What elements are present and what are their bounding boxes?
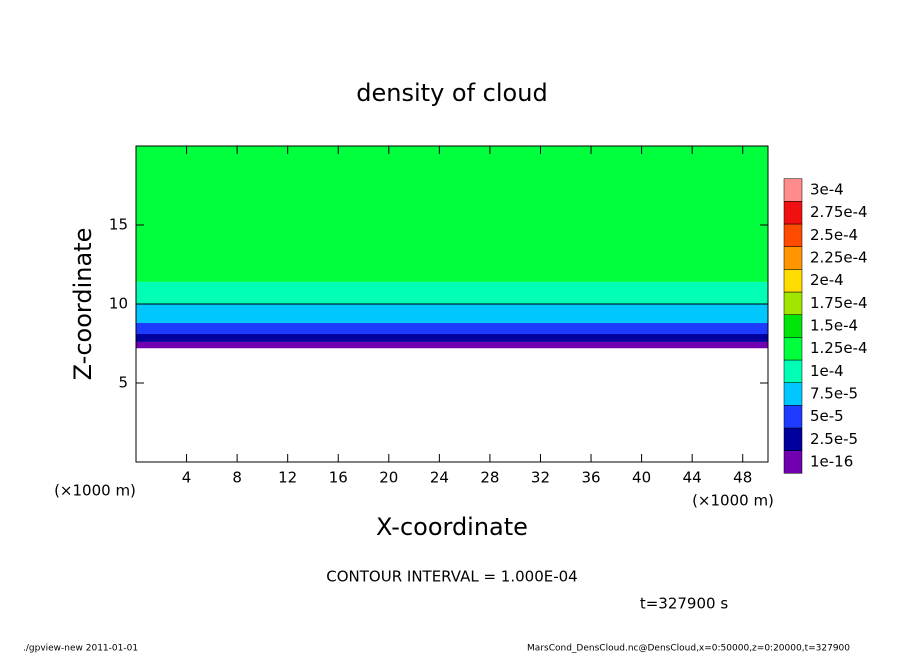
x-tick-label: 44 [683, 469, 702, 487]
colorbar-label: 2.5e-5 [810, 430, 858, 448]
colorbar-label: 2.75e-4 [810, 203, 868, 221]
contour-band [136, 322, 768, 335]
contour-band [136, 334, 768, 342]
x-tick-label: 24 [430, 469, 449, 487]
x-unit-label: (×1000 m) [692, 492, 774, 510]
time-label: t=327900 s [640, 595, 728, 613]
colorbar-box [783, 178, 803, 202]
x-axis-label: X-coordinate [376, 513, 528, 541]
chart-title: density of cloud [356, 79, 547, 107]
colorbar-label: 2.5e-4 [810, 226, 858, 244]
x-tick-label: 4 [182, 469, 192, 487]
colorbar-box [783, 291, 803, 315]
colorbar-box [783, 337, 803, 361]
contour-band [136, 281, 768, 304]
x-tick-label: 32 [531, 469, 550, 487]
colorbar-box [783, 314, 803, 338]
colorbar-label: 1.25e-4 [810, 339, 868, 357]
colorbar-label: 7.5e-5 [810, 385, 858, 403]
x-unit-label: (×1000 m) [54, 482, 136, 500]
x-tick-label: 28 [480, 469, 499, 487]
colorbar-box [783, 405, 803, 429]
colorbar-label: 1e-16 [810, 453, 853, 471]
colorbar-label: 1.75e-4 [810, 294, 868, 312]
y-tick-label: 10 [109, 295, 128, 313]
colorbar-label: 5e-5 [810, 407, 844, 425]
x-tick-label: 40 [632, 469, 651, 487]
colorbar-label: 1.5e-4 [810, 317, 858, 335]
x-tick-label: 16 [329, 469, 348, 487]
contour-band [136, 341, 768, 349]
x-tick-label: 8 [232, 469, 242, 487]
x-tick-label: 12 [278, 469, 297, 487]
footer-left: ./gpview-new 2011-01-01 [23, 644, 138, 654]
x-tick-label: 20 [379, 469, 398, 487]
colorbar-box [783, 269, 803, 293]
colorbar-box [783, 382, 803, 406]
x-tick-label: 36 [581, 469, 600, 487]
contour-band [136, 146, 768, 282]
colorbar-label: 2.25e-4 [810, 249, 868, 267]
y-tick-label: 5 [118, 374, 128, 392]
colorbar-box [783, 223, 803, 247]
footer-right: MarsCond_DensCloud.nc@DensCloud,x=0:5000… [527, 644, 850, 654]
colorbar-box [783, 246, 803, 270]
contour-interval: CONTOUR INTERVAL = 1.000E-04 [326, 568, 577, 586]
colorbar-box [783, 359, 803, 383]
y-tick-label: 15 [109, 216, 128, 234]
x-tick-label: 48 [733, 469, 752, 487]
colorbar-label: 1e-4 [810, 362, 844, 380]
y-axis-label: Z-coordinate [69, 228, 97, 381]
colorbar-label: 2e-4 [810, 271, 844, 289]
contour-band [136, 304, 768, 323]
colorbar-box [783, 427, 803, 451]
colorbar-box [783, 201, 803, 225]
colorbar-label: 3e-4 [810, 181, 844, 199]
colorbar-box [783, 450, 803, 474]
